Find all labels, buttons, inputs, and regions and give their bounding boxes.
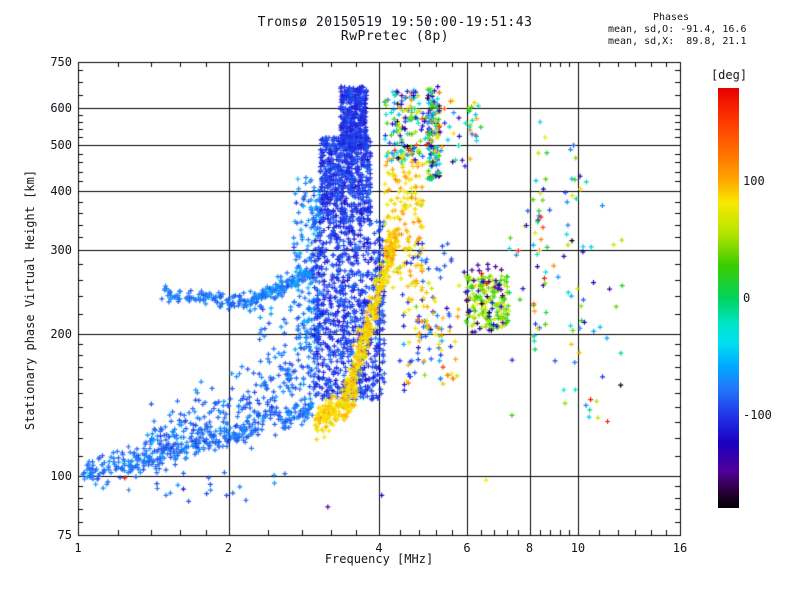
y-tick-label: 75: [57, 528, 72, 542]
y-axis-label: Stationary phase Virtual Height [km]: [23, 169, 37, 431]
colorbar-tick-label: 0: [743, 291, 751, 305]
y-tick-label: 300: [50, 243, 72, 258]
x-tick-label: 6: [463, 541, 471, 555]
x-axis-label: Frequency [MHz]: [324, 552, 434, 566]
x-tick-label: 4: [375, 541, 383, 555]
x-tick-label: 16: [672, 541, 688, 555]
x-tick-label: 10: [570, 541, 586, 555]
y-tick-label: 100: [50, 468, 72, 483]
x-tick-label: 2: [224, 541, 233, 555]
phase-colorbar: [718, 88, 739, 508]
y-tick-label: 600: [50, 100, 72, 115]
y-tick-label: 200: [50, 326, 72, 341]
colorbar-unit-label: [deg]: [710, 68, 748, 82]
y-tick-label: 400: [50, 184, 72, 199]
colorbar-tick-label: 100: [743, 174, 765, 189]
x-tick-label: 1: [74, 541, 82, 555]
y-tick-label: 500: [50, 138, 72, 153]
colorbar-tick-label: -100: [743, 407, 772, 422]
y-tick-label: 750: [50, 55, 72, 69]
x-tick-label: 8: [525, 541, 534, 555]
